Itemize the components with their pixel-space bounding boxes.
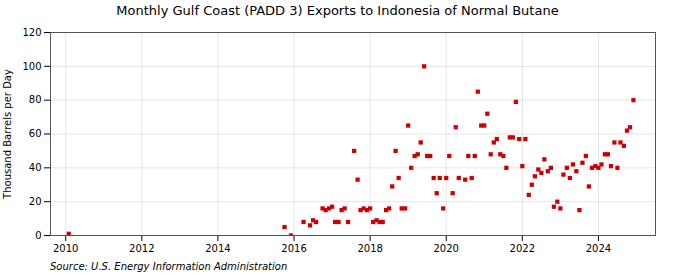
- svg-text:2022: 2022: [510, 243, 535, 254]
- svg-text:2018: 2018: [357, 243, 382, 254]
- html-text:Monthly Gulf Coast (PADD 3) Ex: Monthly Gulf Coast (PADD 3) Exports to I…: [116, 3, 559, 18]
- svg-text:40: 40: [29, 162, 42, 173]
- svg-text:80: 80: [29, 94, 42, 105]
- svg-text:120: 120: [22, 27, 41, 38]
- svg-text:0: 0: [35, 230, 41, 241]
- svg-text:Thousand Barrels per Day: Thousand Barrels per Day: [2, 69, 13, 200]
- svg-text:100: 100: [22, 61, 41, 72]
- svg-text:20: 20: [29, 196, 42, 207]
- svg-text:2024: 2024: [586, 243, 611, 254]
- svg-text:2016: 2016: [281, 243, 306, 254]
- svg-text:2012: 2012: [129, 243, 154, 254]
- html-text:Source: U.S. Energy Informatio: Source: U.S. Energy Information Administ…: [50, 261, 288, 272]
- svg-text:2010: 2010: [53, 243, 78, 254]
- svg-text:2014: 2014: [205, 243, 230, 254]
- svg-text:60: 60: [29, 128, 42, 139]
- svg-text:2020: 2020: [433, 243, 458, 254]
